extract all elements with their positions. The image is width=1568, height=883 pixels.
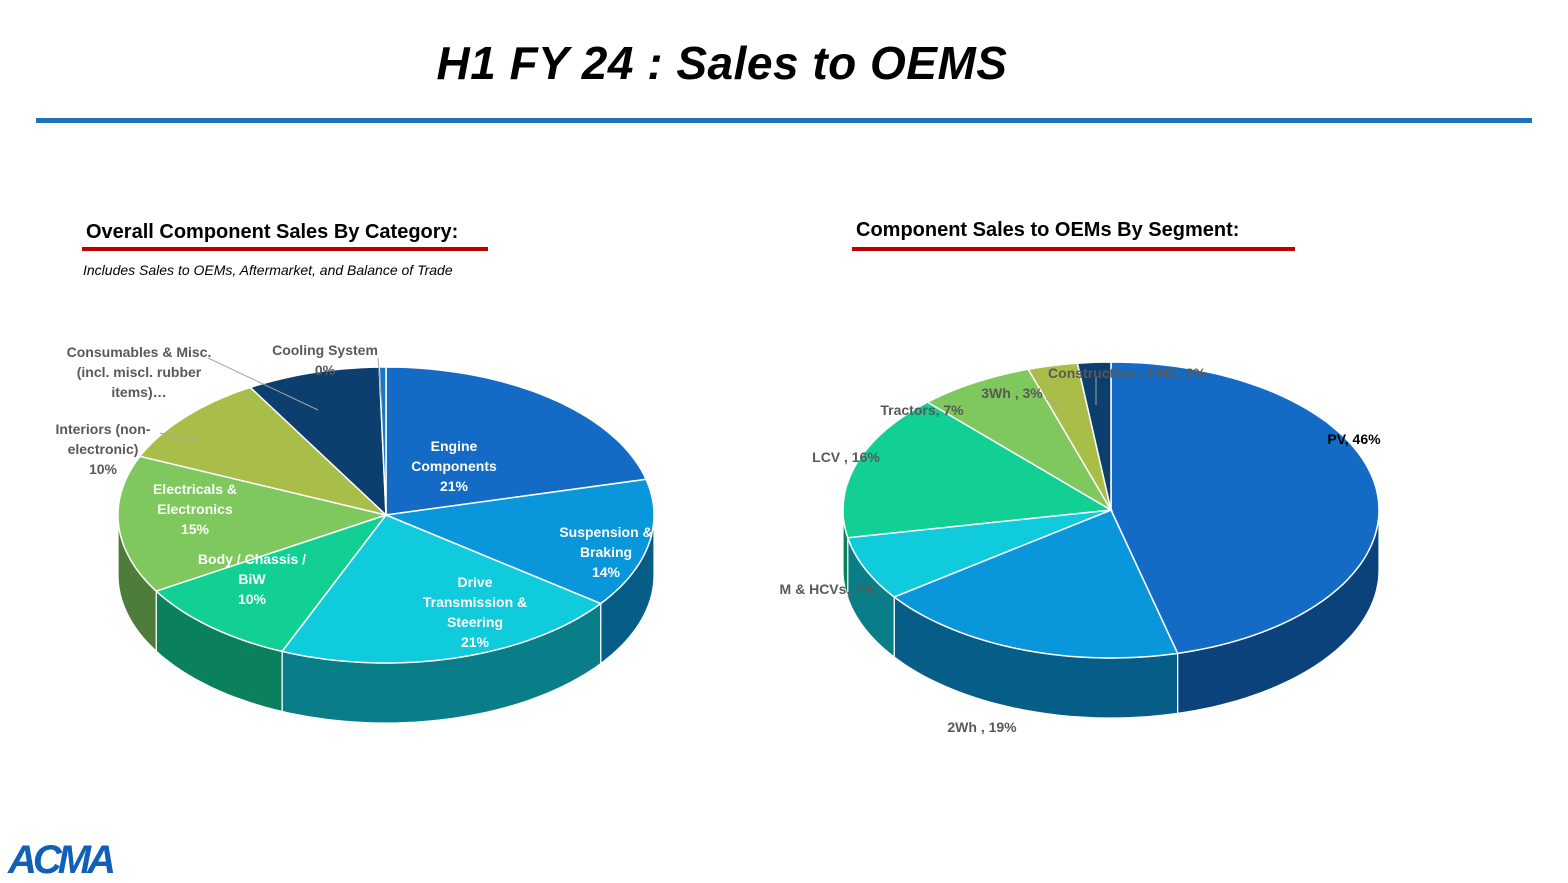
right-heading-underline (852, 247, 1295, 251)
acma-logo: ACMA (8, 838, 116, 882)
label-leader-line (159, 432, 201, 443)
slide-title: H1 FY 24 : Sales to OEMS (436, 37, 1008, 89)
pie-chart-2: PV, 46% 2Wh , 19% M & HCVs, 7% LCV , 16% Tra… (780, 361, 1382, 735)
pie-top-faces (117, 366, 655, 664)
slice-label: Body / Chassis / BiW 10% (198, 551, 306, 607)
pie-slice-interiors-non-electronic (138, 386, 389, 517)
slice-label: LCV , 16% (812, 449, 880, 465)
slice-label: Cooling System 0% (272, 342, 378, 378)
left-heading-underline (82, 247, 488, 251)
slice-label: Construction - EME, 2% (1048, 365, 1206, 381)
pie-slice-electricals-electronics (117, 455, 389, 592)
pie-slice-tractors (925, 368, 1114, 513)
slice-label: 2Wh , 19% (947, 719, 1017, 735)
pie-slice-construction-eme (1076, 361, 1112, 511)
slice-label: Electricals & Electronics 15% (153, 481, 237, 537)
slice-label: PV, 46% (1327, 431, 1381, 447)
slice-label: Engine Components 21% (411, 438, 497, 494)
slice-label: Tractors, 7% (880, 402, 964, 418)
pie-labels: Engine Components 21% Suspension & Braking 14… (56, 342, 653, 650)
label-leader-line (207, 357, 319, 411)
slice-label: Interiors (non-electronic) 10% (56, 421, 151, 477)
pie-top-faces (842, 361, 1380, 659)
pie-slice-drive-transmission-steering (280, 514, 603, 664)
pie-slice-pv (1110, 361, 1380, 655)
left-chart-heading: Overall Component Sales By Category: (86, 221, 459, 243)
pie-slice-suspension-braking (383, 478, 655, 605)
slice-label: Suspension & Braking 14% (559, 524, 652, 580)
title-rule (36, 118, 1532, 123)
pie-slice-2wh (892, 509, 1179, 659)
pie-slice-consumables-misc-incl-miscl-rubber-items (248, 366, 387, 517)
slice-label: Consumables & Misc. (incl. miscl. rubber i… (67, 344, 212, 400)
pie-slice-lcv (842, 401, 1114, 539)
left-chart-subheading: Includes Sales to OEMs, Aftermarket, and… (83, 262, 453, 278)
pie-slice-m-hcvs (846, 509, 1112, 598)
label-leader-line (377, 357, 383, 408)
pie-slice-body-chassis-biw (154, 513, 389, 653)
slice-label: Drive Transmission & Steering 21% (423, 574, 527, 650)
pie-chart-1: Engine Components 21% Suspension & Braking 14… (56, 342, 655, 724)
right-chart-heading: Component Sales to OEMs By Segment: (856, 219, 1240, 241)
slice-label: M & HCVs, 7% (780, 581, 875, 597)
slice-label: 3Wh , 3% (981, 385, 1043, 401)
pie-slice-engine-components (385, 366, 648, 516)
label-leader-line (1045, 398, 1061, 406)
pie-labels: PV, 46% 2Wh , 19% M & HCVs, 7% LCV , 16% Tra… (780, 365, 1382, 735)
